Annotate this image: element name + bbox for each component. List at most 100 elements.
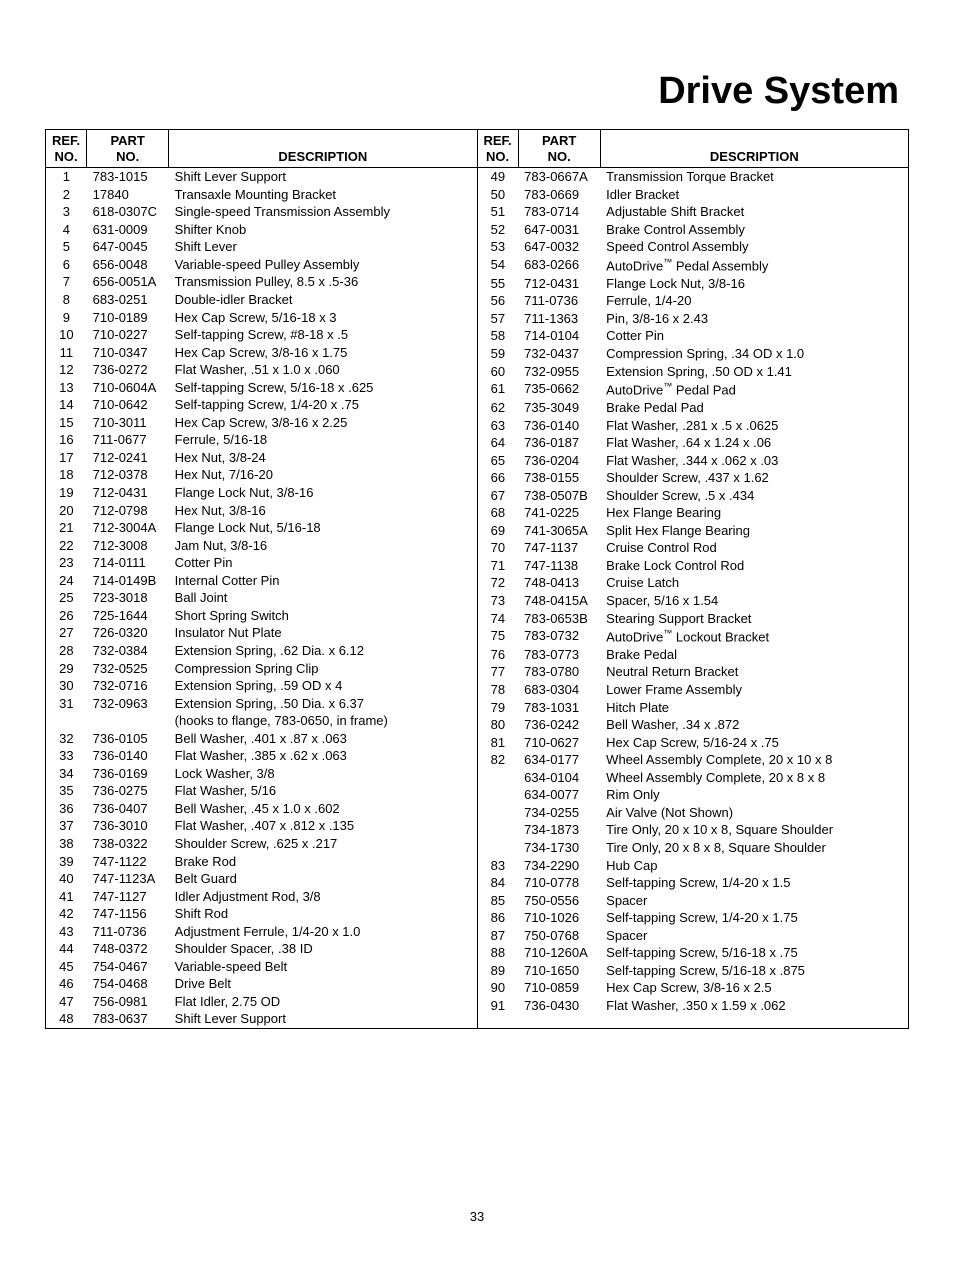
ref-no: 61 [478, 380, 519, 399]
ref-no: 63 [478, 417, 519, 435]
part-no: 747-1137 [518, 539, 600, 557]
part-no: 710-1650 [518, 962, 600, 980]
ref-no: 28 [46, 642, 87, 660]
ref-no: 32 [46, 730, 87, 748]
ref-no: 60 [478, 363, 519, 381]
part-no: 712-0378 [87, 466, 169, 484]
description: Neutral Return Bracket [600, 663, 908, 681]
description: Brake Rod [169, 853, 477, 871]
ref-no: 71 [478, 557, 519, 575]
description: Ferrule, 1/4-20 [600, 292, 908, 310]
description: Pin, 3/8-16 x 2.43 [600, 310, 908, 328]
ref-no: 44 [46, 940, 87, 958]
description: Shifter Knob [169, 221, 477, 239]
table-row: 734-1873Tire Only, 20 x 10 x 8, Square S… [478, 821, 909, 839]
part-no: 710-0227 [87, 326, 169, 344]
ref-no: 17 [46, 449, 87, 467]
table-row: 20712-0798Hex Nut, 3/8-16 [46, 502, 477, 520]
ref-no: 76 [478, 646, 519, 664]
description: Stearing Support Bracket [600, 610, 908, 628]
part-no: 734-2290 [518, 857, 600, 875]
description: Shift Lever Support [169, 1010, 477, 1028]
table-row: 86710-1026Self-tapping Screw, 1/4-20 x 1… [478, 909, 909, 927]
part-no: 725-1644 [87, 607, 169, 625]
description: Flat Washer, .344 x .062 x .03 [600, 452, 908, 470]
ref-no: 45 [46, 958, 87, 976]
description: Lock Washer, 3/8 [169, 765, 477, 783]
description: Single-speed Transmission Assembly [169, 203, 477, 221]
part-no: 783-0714 [518, 203, 600, 221]
description: Hex Cap Screw, 5/16-18 x 3 [169, 309, 477, 327]
table-row: 87750-0768Spacer [478, 927, 909, 945]
table-left: REF.NO. PARTNO. DESCRIPTION 1783-1015Shi… [46, 130, 477, 1028]
part-no: 647-0032 [518, 238, 600, 256]
ref-no: 87 [478, 927, 519, 945]
table-row: 37736-3010Flat Washer, .407 x .812 x .13… [46, 817, 477, 835]
part-no: 756-0981 [87, 993, 169, 1011]
ref-no: 84 [478, 874, 519, 892]
description: Hex Cap Screw, 3/8-16 x 2.5 [600, 979, 908, 997]
description: Bell Washer, .45 x 1.0 x .602 [169, 800, 477, 818]
description: Flange Lock Nut, 3/8-16 [169, 484, 477, 502]
description: Flat Washer, .407 x .812 x .135 [169, 817, 477, 835]
table-row: 14710-0642Self-tapping Screw, 1/4-20 x .… [46, 396, 477, 414]
ref-no: 13 [46, 379, 87, 397]
ref-no: 49 [478, 168, 519, 186]
table-row: 48783-0637Shift Lever Support [46, 1010, 477, 1028]
table-row: 74783-0653BStearing Support Bracket [478, 610, 909, 628]
part-no: 712-0798 [87, 502, 169, 520]
description: Transmission Torque Bracket [600, 168, 908, 186]
ref-no [478, 804, 519, 822]
table-row: 29732-0525Compression Spring Clip [46, 660, 477, 678]
ref-no: 30 [46, 677, 87, 695]
part-no: 736-0272 [87, 361, 169, 379]
part-no: 647-0045 [87, 238, 169, 256]
part-no: 710-0642 [87, 396, 169, 414]
ref-no: 23 [46, 554, 87, 572]
part-no: 750-0556 [518, 892, 600, 910]
ref-no [478, 769, 519, 787]
table-row: 4631-0009Shifter Knob [46, 221, 477, 239]
part-no: 748-0413 [518, 574, 600, 592]
table-row: 72748-0413Cruise Latch [478, 574, 909, 592]
description: Shift Lever Support [169, 168, 477, 186]
description: Adjustable Shift Bracket [600, 203, 908, 221]
part-no: 710-0347 [87, 344, 169, 362]
description: Tire Only, 20 x 8 x 8, Square Shoulder [600, 839, 908, 857]
ref-no: 74 [478, 610, 519, 628]
ref-no: 54 [478, 256, 519, 275]
table-row: 82634-0177Wheel Assembly Complete, 20 x … [478, 751, 909, 769]
table-row: 44748-0372Shoulder Spacer, .38 ID [46, 940, 477, 958]
table-row: 54683-0266AutoDrive™ Pedal Assembly [478, 256, 909, 275]
ref-no: 43 [46, 923, 87, 941]
table-row: 734-1730Tire Only, 20 x 8 x 8, Square Sh… [478, 839, 909, 857]
description: Self-tapping Screw, 1/4-20 x .75 [169, 396, 477, 414]
part-no: 732-0525 [87, 660, 169, 678]
description: Spacer, 5/16 x 1.54 [600, 592, 908, 610]
description: Self-tapping Screw, 5/16-18 x .75 [600, 944, 908, 962]
part-no: 783-0637 [87, 1010, 169, 1028]
table-row: 3618-0307CSingle-speed Transmission Asse… [46, 203, 477, 221]
part-no: 735-3049 [518, 399, 600, 417]
part-no: 683-0266 [518, 256, 600, 275]
table-row: 21712-3004AFlange Lock Nut, 5/16-18 [46, 519, 477, 537]
table-row: 8683-0251Double-idler Bracket [46, 291, 477, 309]
ref-no: 89 [478, 962, 519, 980]
description: Compression Spring Clip [169, 660, 477, 678]
table-row: 83734-2290Hub Cap [478, 857, 909, 875]
description: Lower Frame Assembly [600, 681, 908, 699]
part-no: 17840 [87, 186, 169, 204]
table-row: 47756-0981Flat Idler, 2.75 OD [46, 993, 477, 1011]
part-no [87, 712, 169, 730]
part-no: 711-0736 [87, 923, 169, 941]
ref-no: 3 [46, 203, 87, 221]
part-no: 741-0225 [518, 504, 600, 522]
page: Drive System REF.NO. PARTNO. DESCRIPTION… [0, 0, 954, 1264]
table-row: 41747-1127Idler Adjustment Rod, 3/8 [46, 888, 477, 906]
description: Brake Lock Control Rod [600, 557, 908, 575]
description: AutoDrive™ Pedal Assembly [600, 256, 908, 275]
part-no: 783-0667A [518, 168, 600, 186]
table-row: 1783-1015Shift Lever Support [46, 168, 477, 186]
ref-no: 31 [46, 695, 87, 713]
description: Flat Washer, 5/16 [169, 782, 477, 800]
